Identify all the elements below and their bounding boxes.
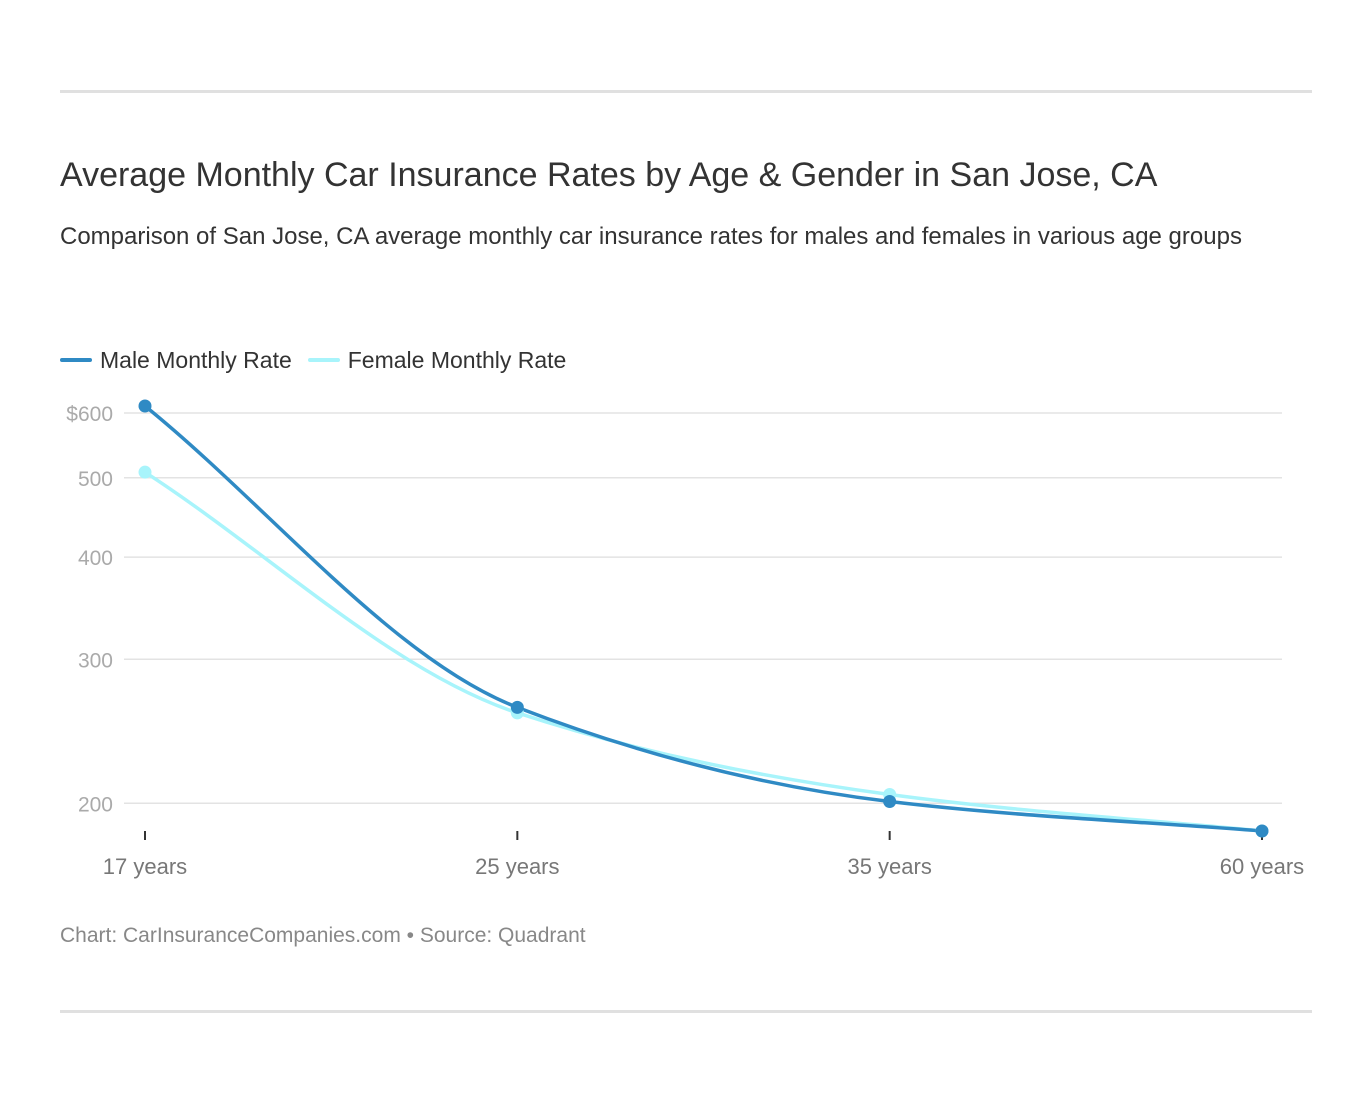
x-axis-ticks: 17 years 25 years 35 years 60 years <box>103 831 1304 879</box>
legend-label-male: Male Monthly Rate <box>100 346 292 373</box>
x-tick-label: 60 years <box>1220 854 1304 879</box>
legend-swatch-male <box>60 358 92 362</box>
chart-credit: Chart: CarInsuranceCompanies.com • Sourc… <box>60 924 586 947</box>
data-point-male[interactable] <box>138 399 152 413</box>
x-tick-label: 25 years <box>475 854 559 879</box>
chart-subtitle: Comparison of San Jose, CA average month… <box>60 223 1242 250</box>
gridlines <box>124 412 1282 805</box>
series-lines <box>143 404 1264 833</box>
chart-title: Average Monthly Car Insurance Rates by A… <box>60 156 1158 194</box>
y-tick-label: 300 <box>78 649 113 672</box>
x-tick-label: 17 years <box>103 854 187 879</box>
series-line-female <box>143 470 1264 833</box>
data-point-male[interactable] <box>1255 824 1269 838</box>
legend-item-female[interactable]: Female Monthly Rate <box>307 346 567 374</box>
y-tick-label: 200 <box>78 793 113 816</box>
data-point-female[interactable] <box>138 465 152 479</box>
y-tick-label: 500 <box>78 468 113 491</box>
legend-item-male[interactable]: Male Monthly Rate <box>60 347 292 374</box>
data-point-male[interactable] <box>510 700 524 714</box>
y-tick-label: $600 <box>66 403 113 426</box>
legend-label-female: Female Monthly Rate <box>347 346 567 373</box>
x-tick-label: 35 years <box>847 854 931 879</box>
series-line-male <box>143 404 1264 833</box>
chart-legend: Male Monthly Rate Female Monthly Rate <box>60 344 582 376</box>
data-point-male[interactable] <box>883 795 897 809</box>
bottom-divider <box>60 1010 1312 1013</box>
y-tick-label: 400 <box>78 547 113 570</box>
top-divider <box>60 90 1312 93</box>
legend-swatch-female <box>307 358 340 362</box>
y-axis-ticks: 200 300 400 500 $600 <box>66 403 113 816</box>
series-points <box>138 399 1269 838</box>
